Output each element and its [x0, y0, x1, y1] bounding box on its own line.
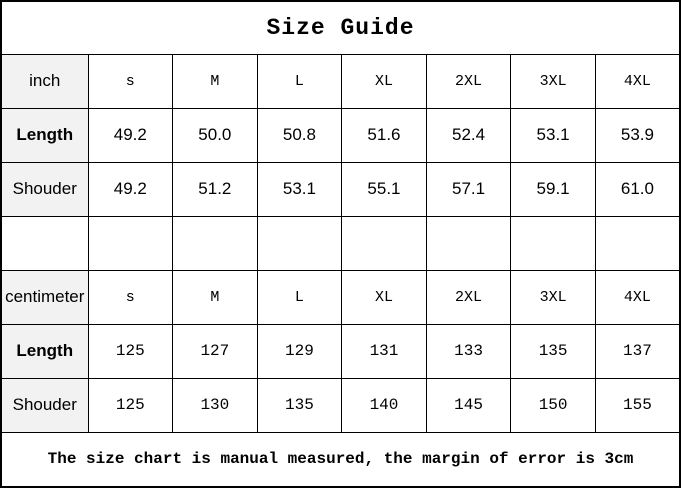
size-cell: L: [256, 269, 343, 325]
value-cell: 49.2: [87, 161, 174, 217]
value-cell: 50.0: [172, 107, 258, 163]
row-label-cell: Shouder: [0, 161, 89, 217]
measurement-row: Length 125 127 129 131 133 135 137: [0, 323, 681, 379]
size-cell: 4XL: [594, 269, 681, 325]
empty-cell: [87, 215, 174, 271]
value-cell: 137: [594, 323, 681, 379]
page-title: Size Guide: [0, 0, 681, 55]
size-cell: XL: [341, 53, 427, 109]
size-cell: s: [87, 269, 174, 325]
empty-cell: [256, 215, 343, 271]
value-cell: 57.1: [425, 161, 512, 217]
value-cell: 145: [425, 377, 512, 433]
empty-cell: [341, 215, 427, 271]
value-cell: 131: [341, 323, 427, 379]
row-label-cell: Shouder: [0, 377, 89, 433]
size-table-body: Size Guide inch s M L XL 2XL 3XL 4XL Length 49.2 5…: [0, 0, 681, 433]
size-cell: M: [172, 53, 258, 109]
value-cell: 53.1: [510, 107, 596, 163]
unit-label-cell: centimeter: [0, 269, 89, 325]
value-cell: 150: [510, 377, 596, 433]
row-label-cell: Length: [0, 107, 89, 163]
unit-label-cell: inch: [0, 53, 89, 109]
value-cell: 50.8: [256, 107, 343, 163]
size-cell: 3XL: [510, 269, 596, 325]
value-cell: 130: [172, 377, 258, 433]
value-cell: 133: [425, 323, 512, 379]
footer-note: The size chart is manual measured, the m…: [0, 431, 681, 488]
size-cell: M: [172, 269, 258, 325]
spacer-row: [0, 215, 681, 271]
value-cell: 53.9: [594, 107, 681, 163]
empty-cell: [172, 215, 258, 271]
value-cell: 51.2: [172, 161, 258, 217]
size-cell: 2XL: [425, 53, 512, 109]
value-cell: 129: [256, 323, 343, 379]
size-cell: 2XL: [425, 269, 512, 325]
value-cell: 135: [510, 323, 596, 379]
size-cell: XL: [341, 269, 427, 325]
value-cell: 125: [87, 377, 174, 433]
measurement-row: Shouder 49.2 51.2 53.1 55.1 57.1 59.1 61.0: [0, 161, 681, 217]
value-cell: 155: [594, 377, 681, 433]
value-cell: 127: [172, 323, 258, 379]
size-cell: L: [256, 53, 343, 109]
title-row: Size Guide: [0, 0, 681, 55]
empty-cell: [594, 215, 681, 271]
value-cell: 125: [87, 323, 174, 379]
value-cell: 52.4: [425, 107, 512, 163]
value-cell: 49.2: [87, 107, 174, 163]
empty-cell: [510, 215, 596, 271]
measurement-row: Shouder 125 130 135 140 145 150 155: [0, 377, 681, 433]
value-cell: 135: [256, 377, 343, 433]
size-cell: 4XL: [594, 53, 681, 109]
empty-cell: [425, 215, 512, 271]
size-header-row: centimeter s M L XL 2XL 3XL 4XL: [0, 269, 681, 325]
value-cell: 51.6: [341, 107, 427, 163]
size-cell: s: [87, 53, 174, 109]
measurement-row: Length 49.2 50.0 50.8 51.6 52.4 53.1 53.9: [0, 107, 681, 163]
size-header-row: inch s M L XL 2XL 3XL 4XL: [0, 53, 681, 109]
row-label-cell: Length: [0, 323, 89, 379]
value-cell: 55.1: [341, 161, 427, 217]
value-cell: 59.1: [510, 161, 596, 217]
size-cell: 3XL: [510, 53, 596, 109]
value-cell: 61.0: [594, 161, 681, 217]
footer-row: The size chart is manual measured, the m…: [0, 431, 681, 488]
empty-cell: [0, 215, 89, 271]
value-cell: 53.1: [256, 161, 343, 217]
value-cell: 140: [341, 377, 427, 433]
